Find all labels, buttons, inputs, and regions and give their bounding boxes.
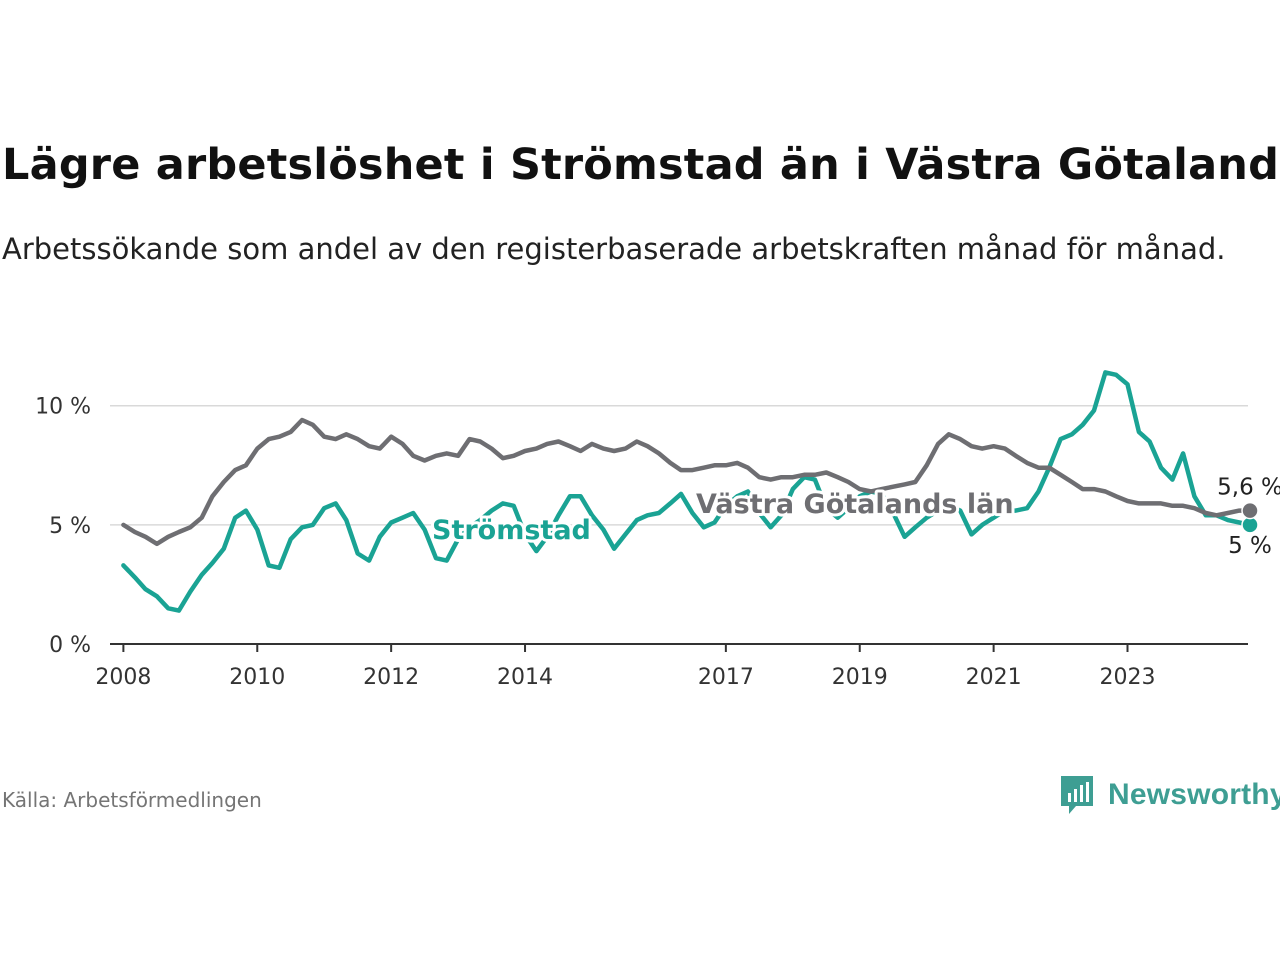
x-tick-label: 2021 [966,665,1022,690]
chart-title: Lägre arbetslöshet i Strömstad än i Väst… [2,140,1280,190]
y-tick-label: 5 % [49,514,91,539]
x-tick-label: 2014 [497,665,553,690]
y-tick-label: 0 % [49,633,91,658]
newsworthy-icon [1061,776,1093,814]
series-label-vastra-gotaland: Västra Götalands län [696,489,1014,520]
axis-layer: 0 % 5 % 10 % 2008 2010 2012 2014 2017 2019 2021 20… [35,395,1248,690]
series-layer [121,370,1259,613]
x-tick-label: 2017 [698,665,754,690]
newsworthy-logo[interactable]: Newsworthy [1058,773,1280,817]
x-tick-label: 2019 [832,665,888,690]
label-layer: Strömstad Västra Götalands län 5,6 % 5 % [429,472,1280,562]
x-tick-label: 2023 [1100,665,1156,690]
chart-subtitle: Arbetssökande som andel av den registerb… [2,232,1226,266]
end-marker-vastra-gotaland [1241,501,1259,520]
series-label-stromstad: Strömstad [432,515,591,546]
end-value-label-vastra-gotaland: 5,6 % [1217,475,1280,501]
x-tick-label: 2008 [95,665,151,690]
source-note: Källa: Arbetsförmedlingen [2,788,262,812]
brand-name: Newsworthy [1108,778,1280,811]
y-tick-label: 10 % [35,395,91,420]
x-tick-label: 2012 [363,665,419,690]
grid-layer [110,404,1248,526]
line-chart: 0 % 5 % 10 % 2008 2010 2012 2014 2017 2019 2021 20… [35,370,1280,690]
end-value-label-stromstad: 5 % [1228,533,1272,559]
series-line-stromstad [121,370,1253,613]
x-tick-label: 2010 [229,665,285,690]
series-line-vastra-gotaland [121,417,1253,547]
